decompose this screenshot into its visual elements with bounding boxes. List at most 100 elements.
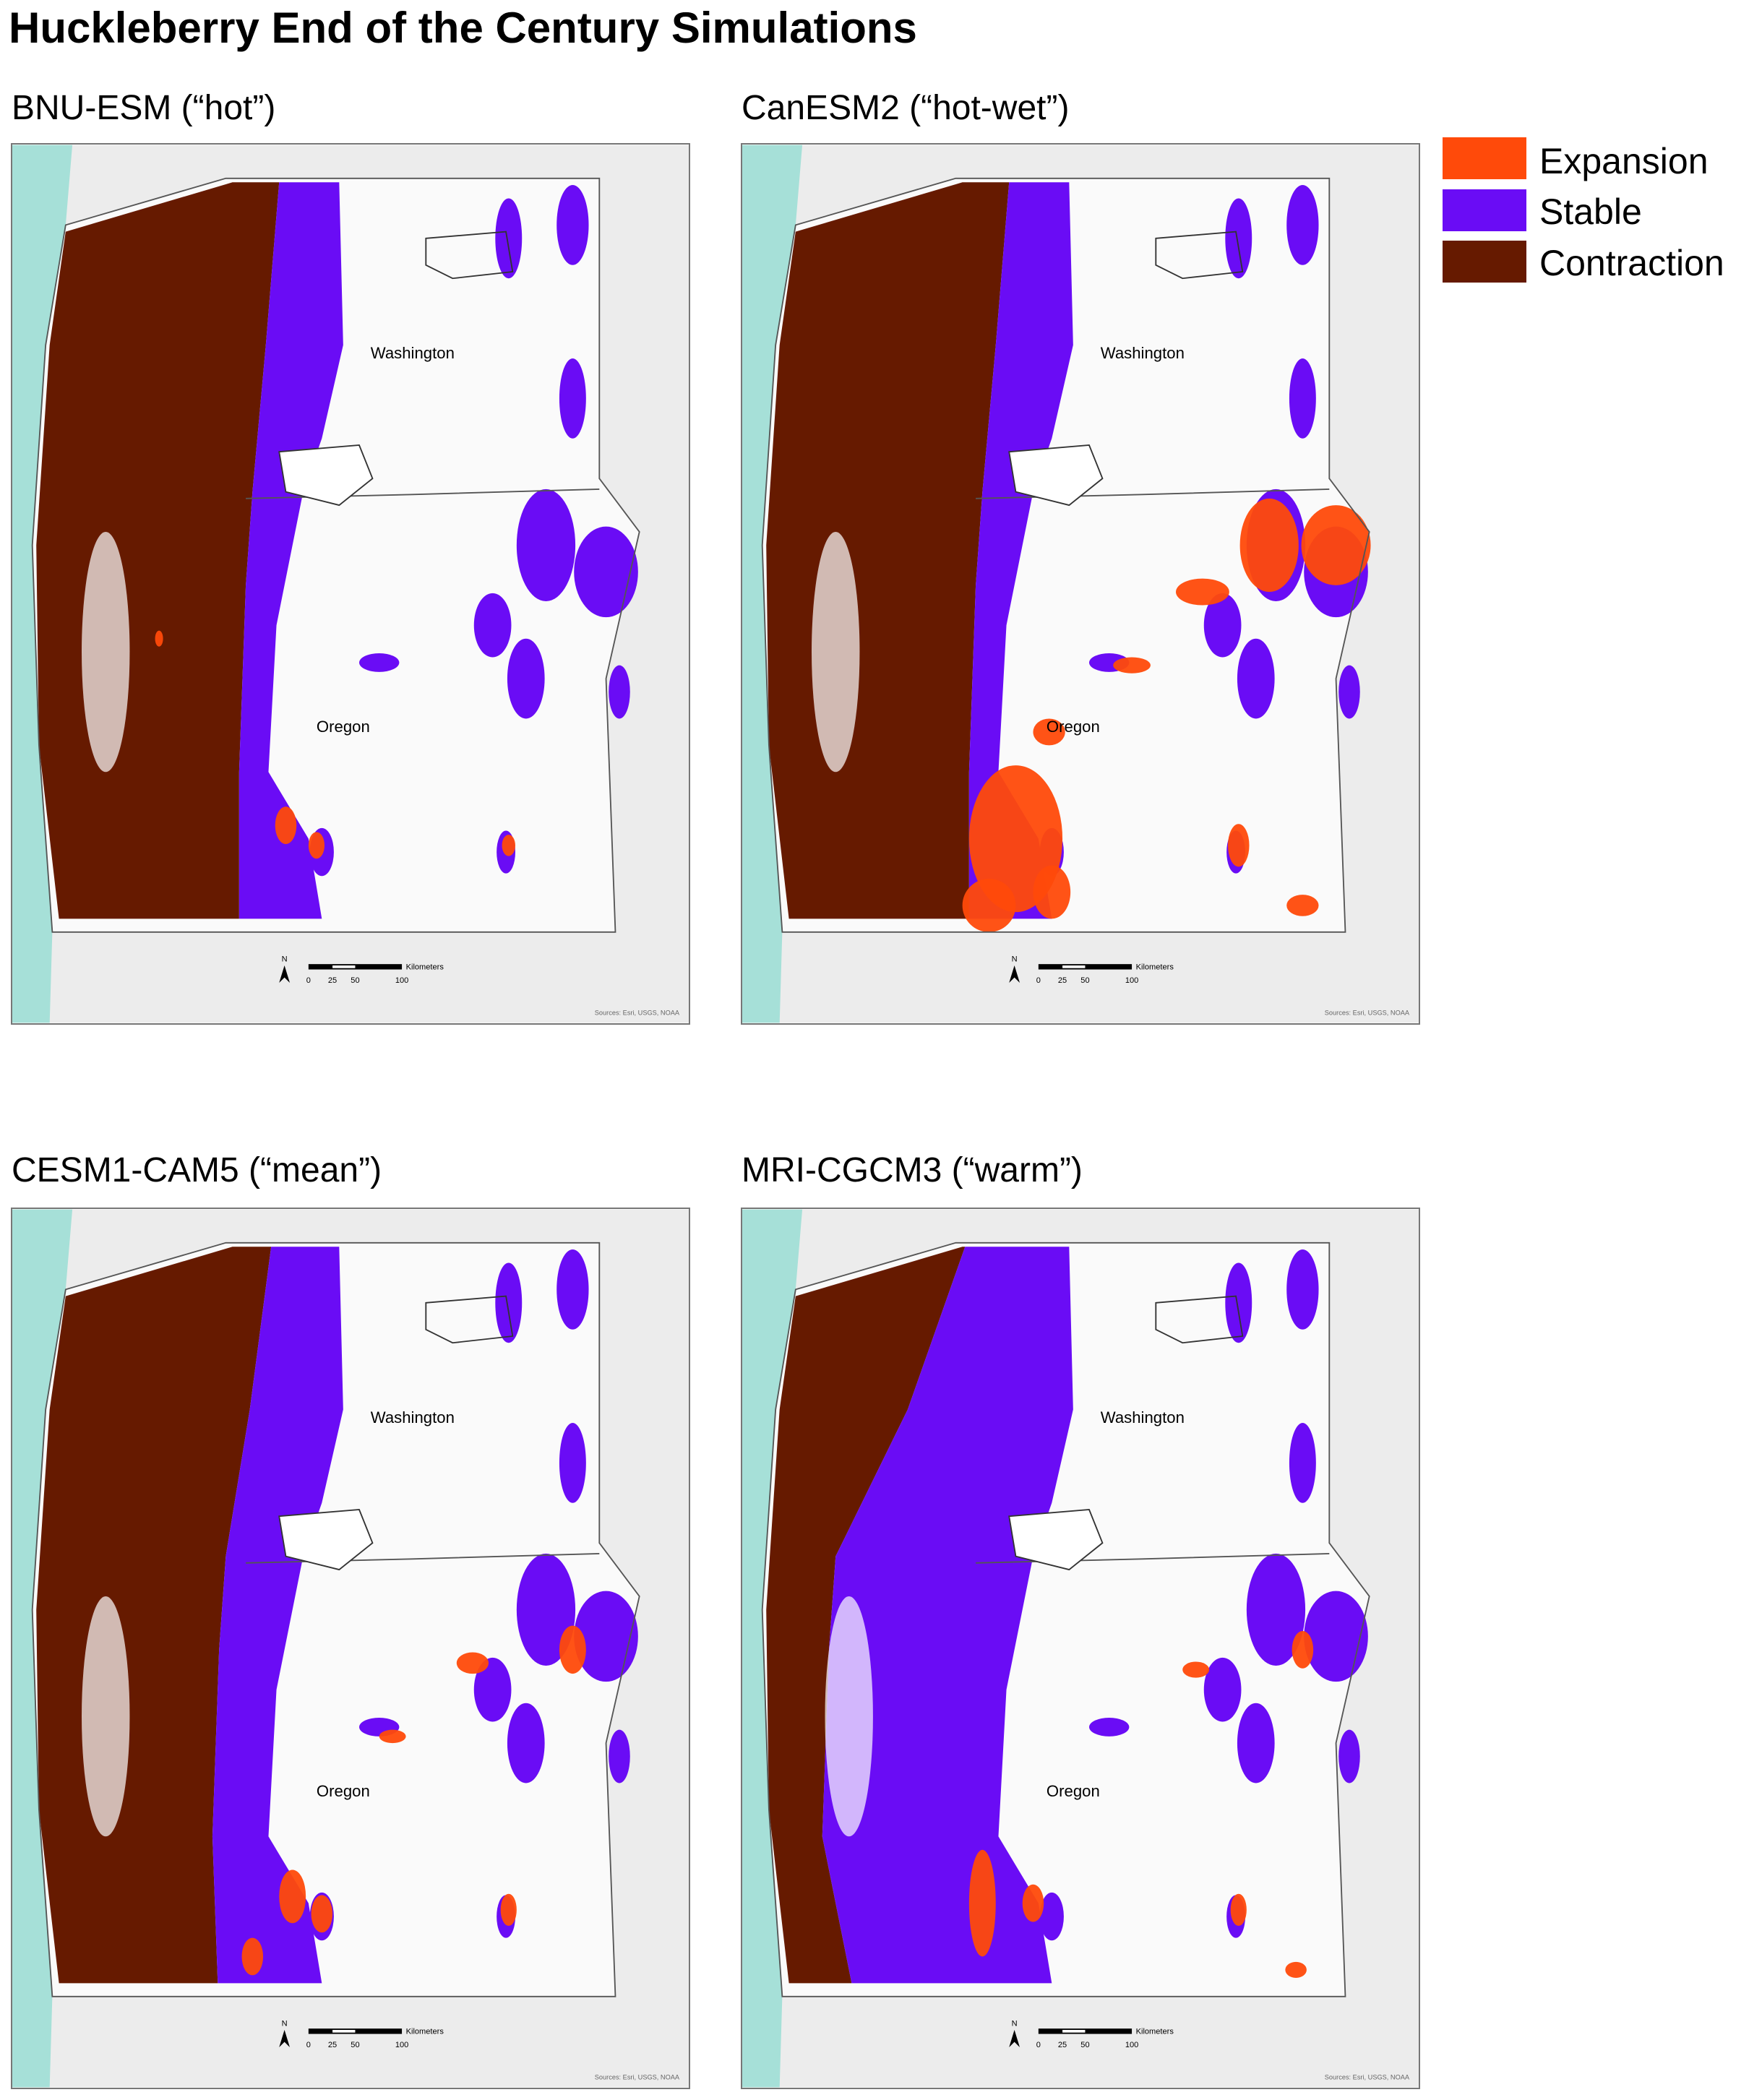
ocean — [742, 145, 803, 1023]
legend-swatch — [1443, 189, 1526, 231]
reservation-outline — [1155, 1295, 1244, 1344]
state-label: Washington — [371, 1408, 455, 1426]
legend-label: Expansion — [1539, 141, 1709, 181]
ocean — [12, 1209, 73, 2088]
stable-patch — [1225, 198, 1252, 279]
scale-bar — [1062, 965, 1086, 968]
panel-title: CanESM2 (“hot-wet”) — [742, 89, 1070, 127]
north-label: N — [282, 955, 288, 963]
state-label: Washington — [371, 344, 455, 362]
state-border — [246, 489, 600, 499]
expansion-patch — [275, 806, 297, 844]
expansion-patch — [500, 1893, 517, 1926]
stable-patch — [556, 1249, 589, 1330]
stable-patch — [1237, 638, 1275, 719]
scale-tick-label: 50 — [1080, 976, 1089, 985]
expansion-patch — [279, 1869, 306, 1924]
expansion-patch — [1033, 865, 1071, 919]
scale-tick-label: 25 — [328, 2041, 337, 2049]
stable-area — [822, 1247, 1073, 1984]
stable-patch — [1286, 185, 1319, 265]
stable-area — [968, 182, 1073, 919]
expansion-patch — [1285, 1961, 1307, 1978]
reservation-outline — [1008, 1509, 1104, 1571]
state-outline — [31, 1242, 640, 1997]
legend-swatch — [1443, 241, 1526, 283]
panel-title: CESM1-CAM5 (“mean”) — [12, 1151, 382, 1189]
north-arrow — [279, 2030, 290, 2047]
stable-patch — [609, 665, 630, 719]
scale-tick-label: 50 — [351, 2041, 359, 2049]
sources-note: Sources: Esri, USGS, NOAA — [595, 2073, 680, 2080]
stable-patch — [1203, 593, 1242, 658]
north-arrow — [279, 965, 290, 983]
ocean — [12, 145, 73, 1023]
sources-note: Sources: Esri, USGS, NOAA — [1325, 1009, 1410, 1016]
scale-unit: Kilometers — [406, 2028, 444, 2036]
stable-patch — [359, 653, 400, 672]
legend-swatch — [1443, 137, 1526, 179]
scale-bar — [1062, 2030, 1086, 2033]
sparse-area — [825, 1596, 873, 1837]
reservation-outline — [1155, 231, 1244, 280]
scale-tick-label: 50 — [1080, 2041, 1089, 2049]
expansion-patch — [456, 1652, 489, 1674]
north-label: N — [282, 2019, 288, 2028]
figure-title: Huckleberry End of the Century Simulatio… — [9, 4, 917, 52]
north-arrow — [1009, 2030, 1020, 2047]
ocean — [742, 1209, 803, 2088]
state-outline — [761, 177, 1370, 933]
stable-patch — [507, 1703, 545, 1783]
state-label: Washington — [1101, 344, 1185, 362]
expansion-patch — [1301, 505, 1371, 585]
expansion-patch — [1286, 895, 1319, 916]
stable-patch — [1237, 1703, 1275, 1783]
state-outline — [31, 177, 640, 933]
stable-patch — [1203, 1657, 1242, 1722]
stable-patch — [1289, 358, 1316, 439]
north-arrow — [1009, 965, 1020, 983]
scale-unit: Kilometers — [1136, 2028, 1174, 2036]
stable-patch — [1338, 665, 1360, 719]
reservation-outline — [278, 444, 374, 507]
scale-bar — [332, 965, 356, 968]
expansion-patch — [308, 832, 325, 859]
expansion-patch — [559, 1625, 586, 1674]
scale-tick-label: 0 — [1036, 2041, 1041, 2049]
north-label: N — [1012, 2019, 1018, 2028]
stable-patch — [1225, 1262, 1252, 1343]
expansion-patch — [1033, 718, 1065, 746]
stable-patch — [1246, 1553, 1306, 1666]
sparse-area — [82, 1596, 130, 1837]
stable-patch — [516, 1553, 576, 1666]
stable-patch — [507, 638, 545, 719]
stable-patch — [609, 1729, 630, 1783]
scale-tick-label: 100 — [1125, 2041, 1138, 2049]
stable-patch — [1089, 1718, 1130, 1737]
stable-patch — [1289, 1423, 1316, 1503]
legend-label: Stable — [1539, 192, 1642, 232]
legend-label: Contraction — [1539, 243, 1724, 283]
stable-patch — [1304, 1591, 1368, 1682]
expansion-patch — [502, 835, 515, 856]
sources-note: Sources: Esri, USGS, NOAA — [1325, 2073, 1410, 2080]
scale-bar — [332, 2030, 356, 2033]
expansion-patch — [311, 1895, 333, 1933]
stable-area — [238, 182, 343, 919]
state-border — [246, 1553, 600, 1564]
scale-tick-label: 100 — [395, 2041, 408, 2049]
stable-patch — [559, 1423, 586, 1503]
north-label: N — [1012, 955, 1018, 963]
state-label: Oregon — [317, 718, 370, 736]
expansion-patch — [1176, 578, 1229, 606]
reservation-outline — [425, 231, 514, 280]
reservation-outline — [1008, 444, 1104, 507]
expansion-patch — [962, 879, 1016, 932]
stable-patch — [1338, 1729, 1360, 1783]
panel-title: MRI-CGCM3 (“warm”) — [742, 1151, 1083, 1189]
stable-patch — [1286, 1249, 1319, 1330]
state-label: Washington — [1101, 1408, 1185, 1426]
sparse-area — [812, 532, 860, 773]
stable-patch — [574, 1591, 638, 1682]
